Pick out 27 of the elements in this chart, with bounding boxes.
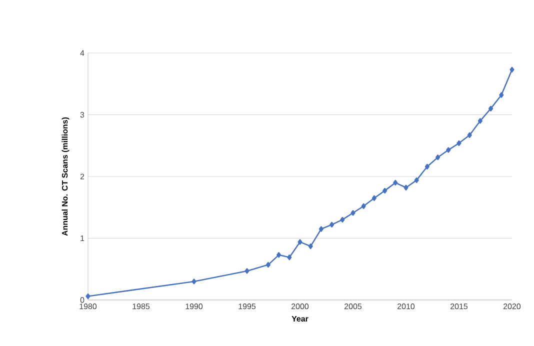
point <box>330 222 334 228</box>
point <box>414 177 419 184</box>
point <box>499 92 504 98</box>
point <box>510 66 514 73</box>
point <box>244 268 250 274</box>
point <box>446 147 451 153</box>
point <box>266 262 270 268</box>
point <box>192 278 196 284</box>
point <box>318 226 324 232</box>
point <box>86 293 90 300</box>
point <box>456 140 462 146</box>
point <box>276 252 282 258</box>
point <box>478 118 482 124</box>
point <box>340 216 345 223</box>
point <box>287 254 292 260</box>
point <box>393 180 398 186</box>
point <box>404 184 408 190</box>
point <box>436 154 440 160</box>
point <box>298 239 302 245</box>
point <box>488 106 494 112</box>
point <box>372 195 376 201</box>
point <box>361 203 366 209</box>
point <box>350 210 356 216</box>
point <box>382 188 388 194</box>
point <box>424 164 430 170</box>
point <box>308 243 313 250</box>
point <box>467 132 472 138</box>
